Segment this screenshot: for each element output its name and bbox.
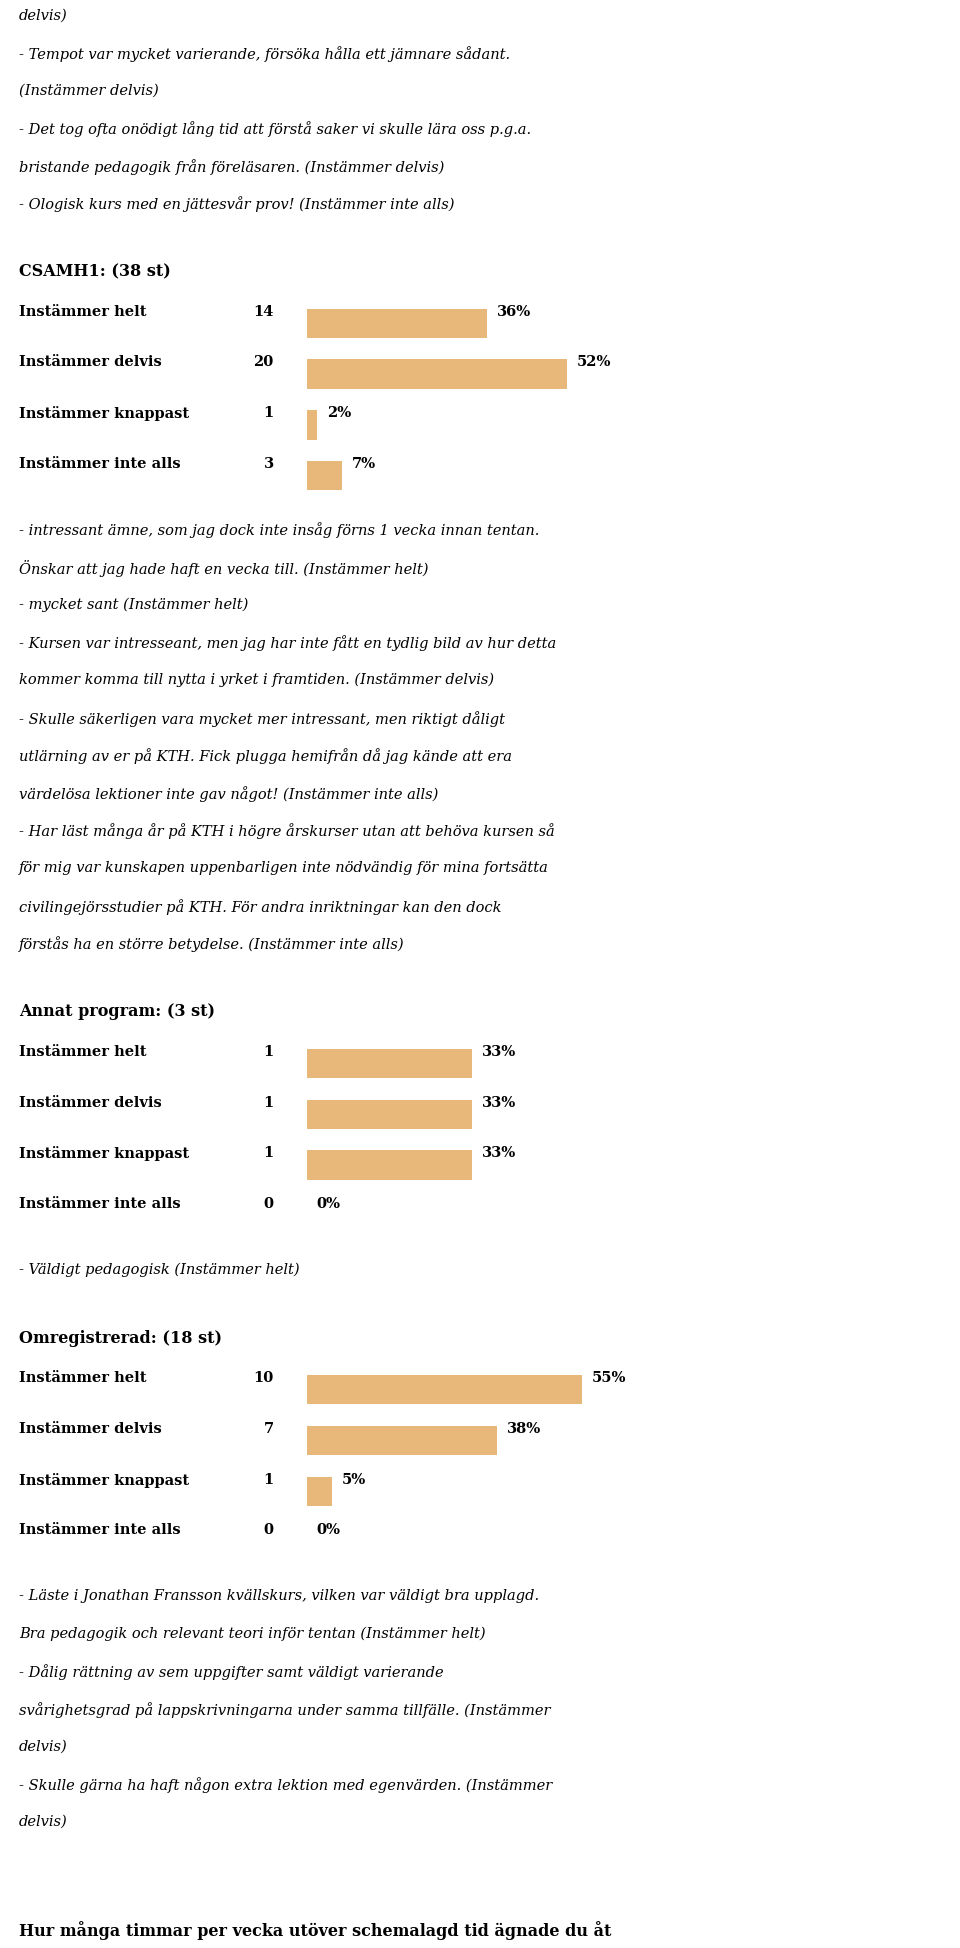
Text: svårighetsgrad på lappskrivningarna under samma tillfälle. (Instämmer: svårighetsgrad på lappskrivningarna unde…	[19, 1701, 551, 1716]
Text: Instämmer inte alls: Instämmer inte alls	[19, 1523, 180, 1537]
Text: - Väldigt pedagogisk (Instämmer helt): - Väldigt pedagogisk (Instämmer helt)	[19, 1262, 300, 1276]
Text: - Ologisk kurs med en jättesvår prov! (Instämmer inte alls): - Ologisk kurs med en jättesvår prov! (I…	[19, 197, 455, 212]
Text: utlärning av er på KTH. Fick plugga hemifrån då jag kände att era: utlärning av er på KTH. Fick plugga hemi…	[19, 748, 513, 764]
Text: 0: 0	[264, 1196, 274, 1210]
Text: 2%: 2%	[326, 405, 351, 421]
Text: 14: 14	[253, 304, 274, 319]
Text: 0%: 0%	[317, 1196, 341, 1210]
FancyBboxPatch shape	[307, 1477, 332, 1506]
Text: (Instämmer delvis): (Instämmer delvis)	[19, 84, 159, 97]
Text: Instämmer inte alls: Instämmer inte alls	[19, 1196, 180, 1210]
Text: Hur många timmar per vecka utöver schemalagd tid ägnade du åt: Hur många timmar per vecka utöver schema…	[19, 1921, 612, 1938]
Text: delvis): delvis)	[19, 8, 68, 21]
Text: Instämmer helt: Instämmer helt	[19, 1371, 147, 1385]
Text: 7%: 7%	[351, 458, 376, 471]
Text: - Skulle gärna ha haft någon extra lektion med egenvärden. (Instämmer: - Skulle gärna ha haft någon extra lekti…	[19, 1777, 552, 1792]
Text: - Läste i Jonathan Fransson kvällskurs, vilken var väldigt bra upplagd.: - Läste i Jonathan Fransson kvällskurs, …	[19, 1588, 540, 1601]
Text: 33%: 33%	[482, 1044, 516, 1058]
FancyBboxPatch shape	[307, 1101, 472, 1130]
Text: för mig var kunskapen uppenbarligen inte nödvändig för mina fortsätta: för mig var kunskapen uppenbarligen inte…	[19, 861, 549, 875]
Text: 3: 3	[263, 458, 274, 471]
Text: CSAMH1: (38 st): CSAMH1: (38 st)	[19, 263, 171, 281]
Text: 1: 1	[263, 405, 274, 421]
Text: 55%: 55%	[591, 1371, 626, 1385]
Text: Instämmer knappast: Instämmer knappast	[19, 1145, 189, 1161]
Text: - intressant ämne, som jag dock inte insåg förns 1 vecka innan tentan.: - intressant ämne, som jag dock inte ins…	[19, 522, 540, 538]
Text: 1: 1	[263, 1473, 274, 1486]
Text: Bra pedagogik och relevant teori inför tentan (Instämmer helt): Bra pedagogik och relevant teori inför t…	[19, 1627, 486, 1640]
Text: 38%: 38%	[507, 1422, 540, 1436]
Text: 52%: 52%	[576, 355, 611, 370]
Text: - Kursen var intresseant, men jag har inte fått en tydlig bild av hur detta: - Kursen var intresseant, men jag har in…	[19, 635, 557, 651]
Text: - Skulle säkerligen vara mycket mer intressant, men riktigt dåligt: - Skulle säkerligen vara mycket mer intr…	[19, 711, 505, 727]
Text: 1: 1	[263, 1044, 274, 1058]
Text: civilingejörsstudier på KTH. För andra inriktningar kan den dock: civilingejörsstudier på KTH. För andra i…	[19, 898, 502, 914]
Text: bristande pedagogik från föreläsaren. (Instämmer delvis): bristande pedagogik från föreläsaren. (I…	[19, 158, 444, 175]
Text: - Tempot var mycket varierande, försöka hålla ett jämnare sådant.: - Tempot var mycket varierande, försöka …	[19, 45, 511, 62]
Text: - Dålig rättning av sem uppgifter samt väldigt varierande: - Dålig rättning av sem uppgifter samt v…	[19, 1664, 444, 1679]
Text: Instämmer helt: Instämmer helt	[19, 304, 147, 319]
Text: värdelösa lektioner inte gav något! (Instämmer inte alls): värdelösa lektioner inte gav något! (Ins…	[19, 785, 439, 801]
Text: 1: 1	[263, 1095, 274, 1108]
Text: delvis): delvis)	[19, 1738, 68, 1753]
Text: 33%: 33%	[482, 1095, 516, 1108]
Text: 5%: 5%	[342, 1473, 366, 1486]
Text: - mycket sant (Instämmer helt): - mycket sant (Instämmer helt)	[19, 598, 249, 612]
FancyBboxPatch shape	[307, 1050, 472, 1079]
Text: Instämmer knappast: Instämmer knappast	[19, 1473, 189, 1486]
Text: Instämmer inte alls: Instämmer inte alls	[19, 458, 180, 471]
Text: delvis): delvis)	[19, 1814, 68, 1827]
Text: 0: 0	[264, 1523, 274, 1537]
Text: 0%: 0%	[317, 1523, 341, 1537]
FancyBboxPatch shape	[307, 1375, 582, 1405]
Text: förstås ha en större betydelse. (Instämmer inte alls): förstås ha en större betydelse. (Instämm…	[19, 935, 405, 953]
Text: 7: 7	[263, 1422, 274, 1436]
Text: Instämmer delvis: Instämmer delvis	[19, 1422, 162, 1436]
FancyBboxPatch shape	[307, 1151, 472, 1180]
Text: Instämmer knappast: Instämmer knappast	[19, 405, 189, 421]
Text: kommer komma till nytta i yrket i framtiden. (Instämmer delvis): kommer komma till nytta i yrket i framti…	[19, 672, 494, 688]
Text: Instämmer delvis: Instämmer delvis	[19, 1095, 162, 1108]
FancyBboxPatch shape	[307, 310, 487, 339]
FancyBboxPatch shape	[307, 360, 566, 390]
Text: 36%: 36%	[496, 304, 531, 319]
Text: Instämmer helt: Instämmer helt	[19, 1044, 147, 1058]
Text: Önskar att jag hade haft en vecka till. (Instämmer helt): Önskar att jag hade haft en vecka till. …	[19, 559, 429, 577]
Text: 33%: 33%	[482, 1145, 516, 1159]
Text: Omregistrerad: (18 st): Omregistrerad: (18 st)	[19, 1329, 222, 1346]
Text: Annat program: (3 st): Annat program: (3 st)	[19, 1003, 215, 1021]
Text: - Har läst många år på KTH i högre årskurser utan att behöva kursen så: - Har läst många år på KTH i högre årsku…	[19, 824, 555, 840]
FancyBboxPatch shape	[307, 1426, 497, 1455]
Text: 10: 10	[253, 1371, 274, 1385]
FancyBboxPatch shape	[307, 462, 342, 491]
Text: Instämmer delvis: Instämmer delvis	[19, 355, 162, 370]
Text: 20: 20	[253, 355, 274, 370]
Text: - Det tog ofta onödigt lång tid att förstå saker vi skulle lära oss p.g.a.: - Det tog ofta onödigt lång tid att förs…	[19, 121, 531, 136]
Text: 1: 1	[263, 1145, 274, 1159]
FancyBboxPatch shape	[307, 411, 317, 440]
